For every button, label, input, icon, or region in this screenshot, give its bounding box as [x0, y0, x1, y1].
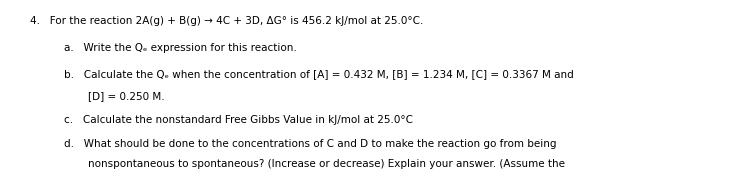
Text: b.   Calculate the Qₑ when the concentration of [A] = 0.432 M, [B] = 1.234 M, [C: b. Calculate the Qₑ when the concentrati…	[64, 69, 574, 79]
Text: [D] = 0.250 M.: [D] = 0.250 M.	[88, 92, 165, 102]
Text: 4.   For the reaction 2A(g) + B(g) → 4C + 3D, ΔG° is 456.2 kJ/mol at 25.0°C.: 4. For the reaction 2A(g) + B(g) → 4C + …	[30, 16, 423, 26]
Text: c.   Calculate the nonstandard Free Gibbs Value in kJ/mol at 25.0°C: c. Calculate the nonstandard Free Gibbs …	[64, 115, 412, 125]
Text: a.   Write the Qₑ expression for this reaction.: a. Write the Qₑ expression for this reac…	[64, 43, 296, 53]
Text: d.   What should be done to the concentrations of C and D to make the reaction g: d. What should be done to the concentrat…	[64, 139, 556, 149]
Text: nonspontaneous to spontaneous? (Increase or decrease) Explain your answer. (Assu: nonspontaneous to spontaneous? (Increase…	[88, 159, 566, 169]
